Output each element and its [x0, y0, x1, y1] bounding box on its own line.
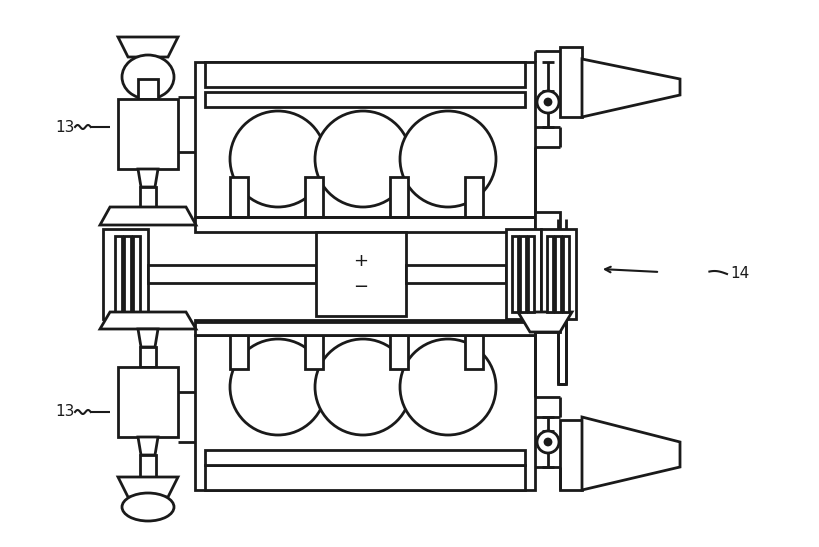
Bar	[229, 335, 247, 369]
Bar	[557, 319, 565, 384]
Bar	[559, 47, 581, 117]
Polygon shape	[138, 329, 158, 347]
Bar	[305, 177, 323, 217]
Ellipse shape	[545, 99, 550, 105]
Bar	[464, 177, 482, 217]
Bar	[115, 236, 122, 312]
Bar	[527, 236, 533, 312]
Bar	[195, 217, 534, 232]
Bar	[390, 335, 408, 369]
Polygon shape	[518, 312, 572, 332]
Bar	[103, 229, 147, 319]
Bar	[554, 236, 560, 312]
Bar	[563, 236, 568, 312]
Polygon shape	[581, 417, 679, 490]
Bar	[390, 177, 408, 217]
Bar	[138, 79, 158, 99]
Bar	[205, 465, 524, 490]
Polygon shape	[100, 312, 196, 329]
Ellipse shape	[122, 493, 174, 521]
Ellipse shape	[229, 339, 326, 435]
Ellipse shape	[400, 111, 495, 207]
Bar	[195, 62, 534, 217]
Polygon shape	[138, 437, 158, 455]
Bar	[205, 450, 524, 465]
Polygon shape	[100, 207, 196, 225]
Bar	[147, 265, 315, 283]
Bar	[541, 229, 575, 319]
Polygon shape	[518, 232, 572, 247]
Ellipse shape	[545, 439, 550, 445]
Polygon shape	[138, 169, 158, 187]
Ellipse shape	[400, 339, 495, 435]
Text: +: +	[353, 252, 368, 270]
Bar	[118, 367, 178, 437]
Polygon shape	[118, 477, 178, 497]
Bar	[559, 420, 581, 490]
Bar	[195, 320, 534, 335]
Text: 13: 13	[55, 404, 75, 420]
Bar	[140, 347, 156, 367]
Bar	[140, 455, 156, 477]
Bar	[124, 236, 131, 312]
Bar	[305, 335, 323, 369]
Text: 13: 13	[55, 119, 75, 135]
Ellipse shape	[122, 55, 174, 99]
Bar	[519, 236, 525, 312]
Bar	[118, 99, 178, 169]
Ellipse shape	[536, 91, 559, 113]
Ellipse shape	[536, 431, 559, 453]
Polygon shape	[581, 59, 679, 117]
Bar	[195, 335, 534, 490]
Ellipse shape	[229, 111, 326, 207]
Bar	[205, 92, 524, 107]
Ellipse shape	[314, 339, 410, 435]
Bar	[534, 212, 559, 232]
Polygon shape	[118, 37, 178, 57]
Bar	[464, 335, 482, 369]
Text: −: −	[353, 278, 368, 296]
Bar	[505, 229, 541, 319]
Text: 14: 14	[729, 266, 749, 282]
Bar	[205, 62, 524, 87]
Bar	[534, 312, 559, 332]
Bar	[405, 265, 505, 283]
Bar	[546, 236, 552, 312]
Bar	[511, 236, 518, 312]
Bar	[133, 236, 140, 312]
Ellipse shape	[314, 111, 410, 207]
Bar	[315, 232, 405, 316]
Bar	[229, 177, 247, 217]
Bar	[140, 187, 156, 207]
